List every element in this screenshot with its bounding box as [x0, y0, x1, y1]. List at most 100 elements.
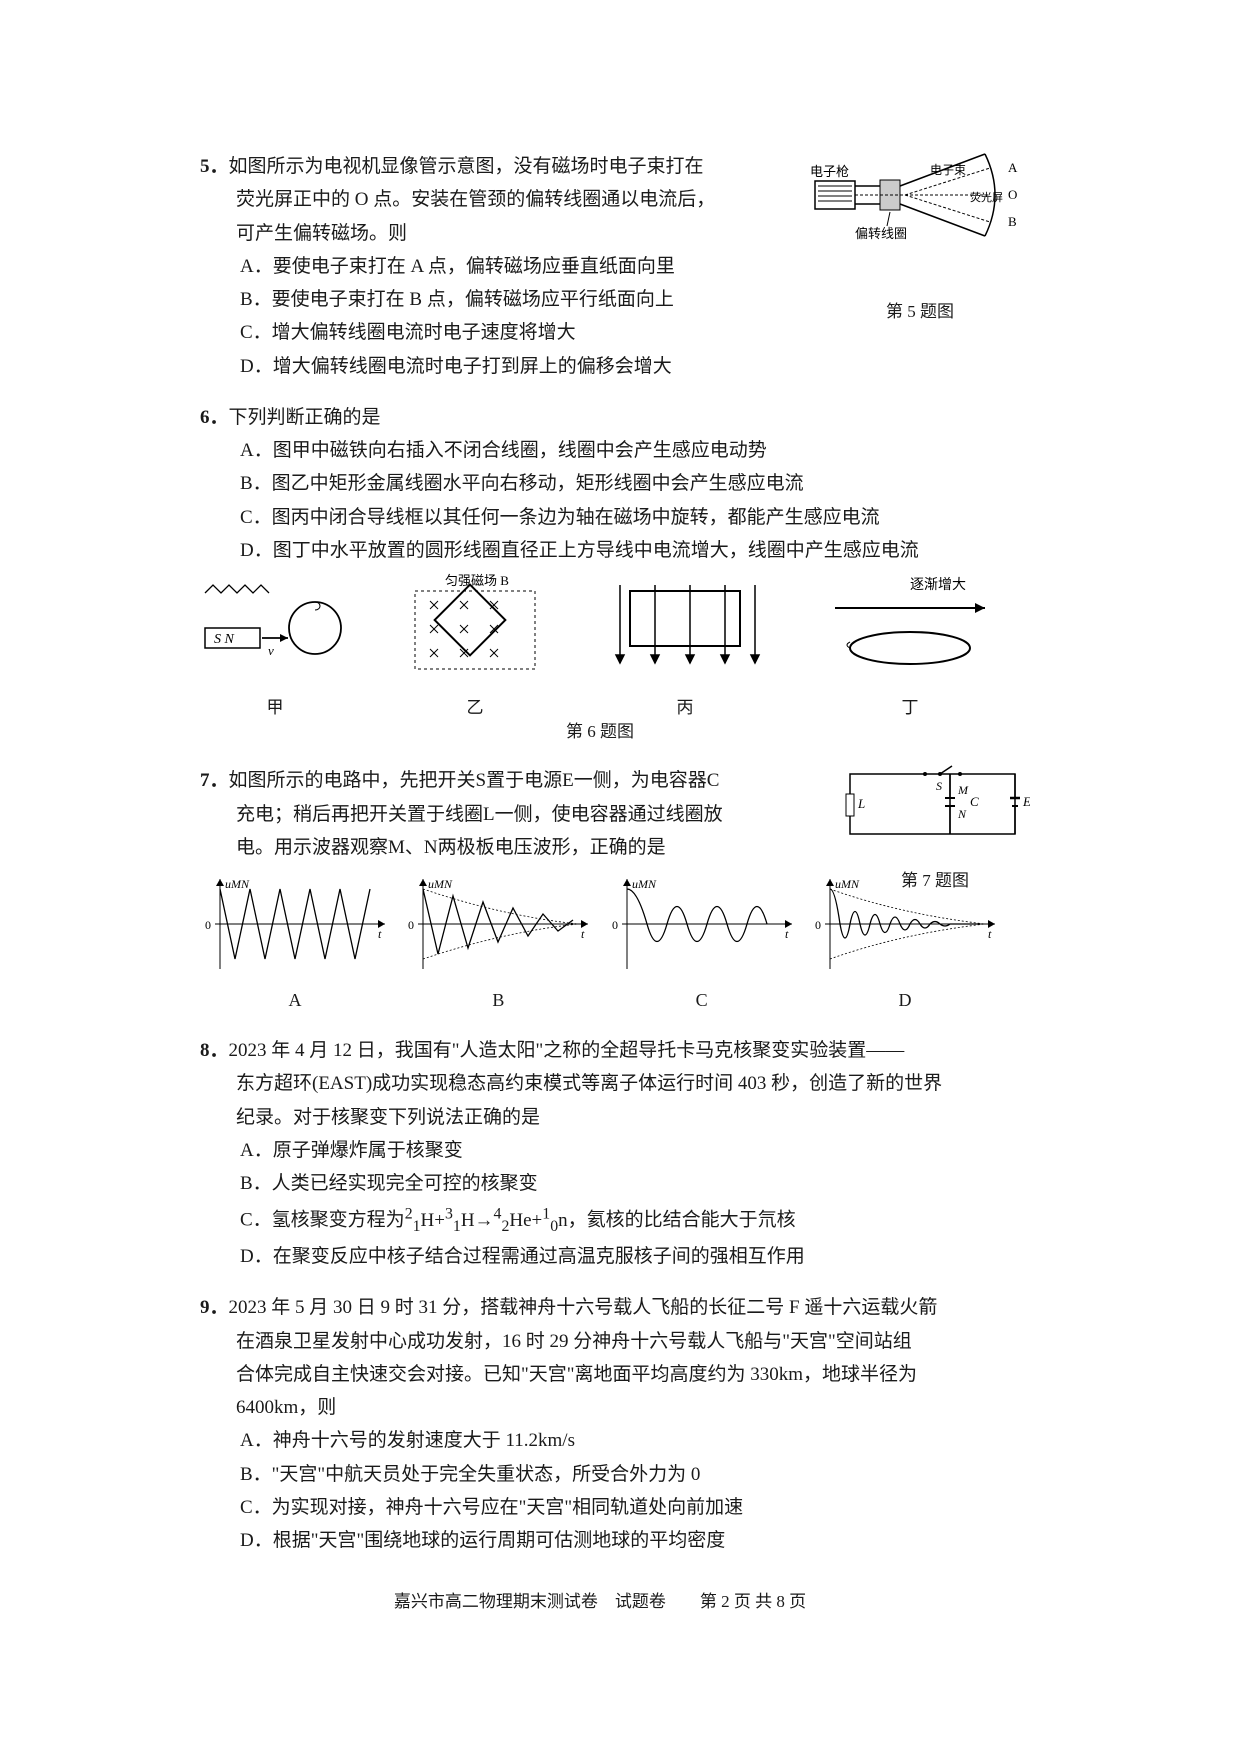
svg-text:电子束: 电子束	[930, 163, 966, 177]
q6-opt-d: D．图丁中水平放置的圆形线圈直径正上方导线中电流增大，线圈中产生感应电流	[240, 534, 1000, 567]
wire-ring-icon: 逐渐增大	[820, 573, 1000, 683]
svg-text:S: S	[936, 779, 942, 793]
yi-label: 乙	[400, 693, 550, 723]
question-9: 9．2023 年 5 月 30 日 9 时 31 分，搭载神舟十六号载人飞船的长…	[200, 1291, 1000, 1557]
svg-text:C: C	[970, 794, 979, 809]
q5-opt-d: D．增大偏转线圈电流时电子打到屏上的偏移会增大	[240, 350, 1000, 383]
svg-text:t: t	[988, 927, 992, 941]
q9-text3: 合体完成自主快速交会对接。已知"天宫"离地面平均高度约为 330km，地球半径为	[200, 1364, 917, 1385]
question-7: 7．如图所示的电路中，先把开关S置于电源E一侧，为电容器C 充电；稍后再把开关置…	[200, 764, 1000, 1016]
wave-a-label: A	[200, 985, 390, 1017]
q6-fig-bing: 丙	[600, 573, 770, 723]
q6-number: 6．	[200, 407, 229, 428]
q6-figures: S N v 甲 匀强磁场 B	[200, 573, 1000, 723]
q8c-post: ，氦核的比结合能大于氘核	[568, 1210, 796, 1231]
svg-text:E: E	[1022, 794, 1030, 809]
q5-stem: 5．如图所示为电视机显像管示意图，没有磁场时电子束打在 荧光屏正中的 O 点。安…	[200, 150, 1000, 250]
q9-opt-c: C．为实现对接，神舟十六号应在"天宫"相同轨道处向前加速	[240, 1491, 1000, 1524]
svg-text:0: 0	[815, 918, 821, 932]
wave-c-label: C	[607, 985, 797, 1017]
question-6: 6．下列判断正确的是 A．图甲中磁铁向右插入不闭合线圈，线圈中会产生感应电动势 …	[200, 401, 1000, 747]
q9-options: A．神舟十六号的发射速度大于 11.2km/s B．"天宫"中航天员处于完全失重…	[200, 1424, 1000, 1557]
svg-text:A: A	[1008, 160, 1018, 175]
wave-d-label: D	[810, 985, 1000, 1017]
q7-waveforms: uMN 0 t A uMN 0 t B	[200, 874, 1000, 1016]
q6-fig-yi: 匀强磁场 B 乙	[400, 573, 550, 723]
wave-b-label: B	[403, 985, 593, 1017]
wave-b-icon: uMN 0 t	[403, 874, 593, 974]
q8-stem: 8．2023 年 4 月 12 日，我国有"人造太阳"之称的全超导托卡马克核聚变…	[200, 1034, 1000, 1134]
svg-text:uMN: uMN	[632, 877, 657, 891]
q6-options: A．图甲中磁铁向右插入不闭合线圈，线圈中会产生感应电动势 B．图乙中矩形金属线圈…	[200, 434, 1000, 567]
q6-text: 下列判断正确的是	[229, 407, 381, 428]
q7-wave-c: uMN 0 t C	[607, 874, 797, 1016]
q7-text1: 如图所示的电路中，先把开关S置于电源E一侧，为电容器C	[229, 770, 720, 791]
q8-options: A．原子弹爆炸属于核聚变 B．人类已经实现完全可控的核聚变 C．氢核聚变方程为2…	[200, 1134, 1000, 1274]
svg-text:荧光屏: 荧光屏	[970, 190, 1003, 204]
q9-opt-a: A．神舟十六号的发射速度大于 11.2km/s	[240, 1424, 1000, 1457]
q8-text3: 纪录。对于核聚变下列说法正确的是	[200, 1107, 540, 1128]
q9-text1: 2023 年 5 月 30 日 9 时 31 分，搭载神舟十六号载人飞船的长征二…	[229, 1297, 938, 1318]
q7-wave-d: uMN 0 t D	[810, 874, 1000, 1016]
svg-text:S N: S N	[214, 632, 235, 647]
svg-text:0: 0	[408, 918, 414, 932]
q6-fig-ding: 逐渐增大 丁	[820, 573, 1000, 723]
jia-label: 甲	[200, 693, 350, 723]
svg-text:电子枪: 电子枪	[810, 164, 849, 179]
svg-text:uMN: uMN	[428, 877, 453, 891]
page-content: 5．如图所示为电视机显像管示意图，没有磁场时电子束打在 荧光屏正中的 O 点。安…	[200, 150, 1000, 1612]
svg-text:t: t	[581, 927, 585, 941]
q6-opt-c: C．图丙中闭合导线框以其任何一条边为轴在磁场中旋转，都能产生感应电流	[240, 501, 1000, 534]
q7-text3: 电。用示波器观察M、N两极板电压波形，正确的是	[200, 837, 666, 858]
q7-wave-b: uMN 0 t B	[403, 874, 593, 1016]
svg-text:匀强磁场 B: 匀强磁场 B	[445, 573, 509, 588]
q7-stem: 7．如图所示的电路中，先把开关S置于电源E一侧，为电容器C 充电；稍后再把开关置…	[200, 764, 1000, 864]
magnet-coil-icon: S N v	[200, 573, 350, 683]
q9-opt-d: D．根据"天宫"围绕地球的运行周期可估测地球的平均密度	[240, 1524, 1000, 1557]
q9-text2: 在酒泉卫星发射中心成功发射，16 时 29 分神舟十六号载人飞船与"天宫"空间站…	[200, 1331, 912, 1352]
ding-label: 丁	[820, 693, 1000, 723]
svg-text:v: v	[268, 643, 274, 658]
q7-number: 7．	[200, 770, 229, 791]
crt-diagram-icon: A O B 电子枪 电子束 荧光屏 偏转线圈	[810, 146, 1030, 286]
q5-text2: 荧光屏正中的 O 点。安装在管颈的偏转线圈通以电流后，	[200, 189, 715, 210]
svg-text:0: 0	[612, 918, 618, 932]
q6-opt-a: A．图甲中磁铁向右插入不闭合线圈，线圈中会产生感应电动势	[240, 434, 1000, 467]
q9-text4: 6400km，则	[200, 1397, 336, 1418]
q8c-pre: C．氢核聚变方程为	[240, 1210, 405, 1231]
page-footer: 嘉兴市高二物理期末测试卷 试题卷 第 2 页 共 8 页	[200, 1587, 1000, 1612]
svg-text:偏转线圈: 偏转线圈	[855, 226, 907, 241]
q7-wave-a: uMN 0 t A	[200, 874, 390, 1016]
q5-text3: 可产生偏转磁场。则	[200, 223, 407, 244]
q8-text1: 2023 年 4 月 12 日，我国有"人造太阳"之称的全超导托卡马克核聚变实验…	[229, 1040, 905, 1061]
wave-c-icon: uMN 0 t	[607, 874, 797, 974]
q9-number: 9．	[200, 1297, 229, 1318]
q6-stem: 6．下列判断正确的是	[200, 401, 1000, 434]
svg-text:B: B	[1008, 214, 1017, 229]
q5-fig-label: 第 5 题图	[810, 297, 1030, 327]
q9-stem: 9．2023 年 5 月 30 日 9 时 31 分，搭载神舟十六号载人飞船的长…	[200, 1291, 1000, 1424]
q7-text2: 充电；稍后再把开关置于线圈L一侧，使电容器通过线圈放	[200, 804, 723, 825]
q8-opt-a: A．原子弹爆炸属于核聚变	[240, 1134, 1000, 1167]
q5-figure: A O B 电子枪 电子束 荧光屏 偏转线圈 第 5 题图	[810, 146, 1030, 286]
wave-a-icon: uMN 0 t	[200, 874, 390, 974]
svg-text:uMN: uMN	[225, 877, 250, 891]
q5-text1: 如图所示为电视机显像管示意图，没有磁场时电子束打在	[229, 156, 704, 177]
field-loop-icon: 匀强磁场 B	[400, 573, 550, 683]
lc-circuit-icon: L S M N C	[840, 764, 1030, 854]
q5-number: 5．	[200, 156, 229, 177]
q9-opt-b: B．"天宫"中航天员处于完全失重状态，所受合外力为 0	[240, 1458, 1000, 1491]
q7-fig-label: 第 7 题图	[840, 866, 1030, 896]
q8-text2: 东方超环(EAST)成功实现稳态高约束模式等离子体运行时间 403 秒，创造了新…	[200, 1073, 942, 1094]
rect-field-icon	[600, 573, 770, 683]
q8-opt-d: D．在聚变反应中核子结合过程需通过高温克服核子间的强相互作用	[240, 1240, 1000, 1273]
svg-text:M: M	[957, 783, 969, 797]
svg-text:逐渐增大: 逐渐增大	[910, 577, 966, 593]
svg-text:L: L	[857, 796, 865, 811]
q8-number: 8．	[200, 1040, 229, 1061]
q8-opt-c: C．氢核聚变方程为21H+31H→42He+10n，氦核的比结合能大于氘核	[240, 1200, 1000, 1240]
q6-fig-jia: S N v 甲	[200, 573, 350, 723]
svg-text:0: 0	[205, 918, 211, 932]
svg-text:t: t	[378, 927, 382, 941]
q7-circuit-fig: L S M N C	[840, 764, 1030, 874]
